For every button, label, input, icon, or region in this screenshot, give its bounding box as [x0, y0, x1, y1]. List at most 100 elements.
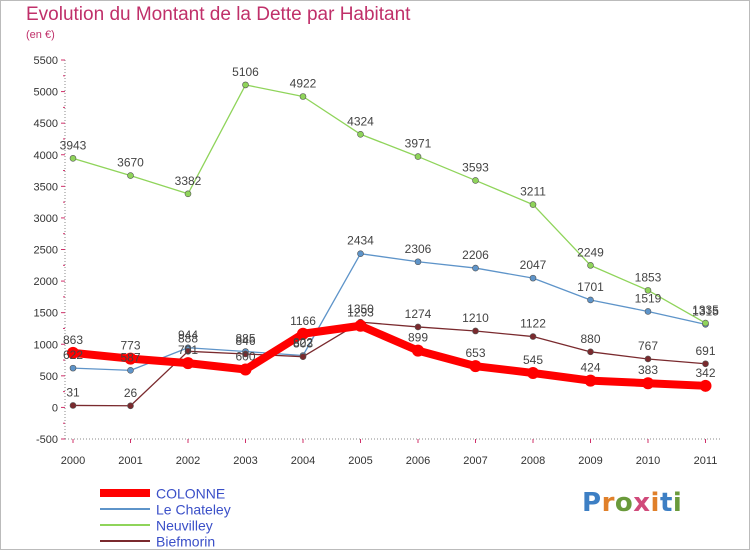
data-point	[529, 201, 537, 208]
y-tick-label: 1000	[34, 339, 58, 351]
y-tick-label: -500	[36, 434, 58, 446]
data-label: 885	[235, 332, 255, 346]
legend-item: Le Chateley	[100, 500, 231, 518]
y-tick-label: 2500	[34, 245, 58, 257]
data-label: 1166	[290, 314, 316, 328]
data-label: 1335	[692, 303, 719, 317]
data-label: 1315	[692, 304, 719, 318]
chart-legend: COLONNE Le Chateley Neuvilley Biefmorin	[100, 484, 231, 550]
legend-item: Biefmorin	[100, 532, 231, 550]
data-point	[242, 81, 249, 89]
data-point	[69, 364, 77, 372]
data-point	[702, 360, 709, 368]
series-line	[69, 321, 710, 390]
data-point	[299, 93, 307, 100]
data-label: 2206	[462, 248, 489, 262]
chart-title: Evolution du Montant de la Dette par Hab…	[26, 4, 411, 25]
x-tick-label: 2011	[694, 455, 718, 467]
data-point	[69, 155, 77, 162]
x-tick-label: 2009	[578, 455, 602, 467]
data-label: 4922	[290, 77, 317, 91]
legend-swatch	[100, 489, 150, 498]
data-label: 545	[523, 353, 543, 367]
data-label: 3670	[117, 156, 144, 170]
data-label: 773	[120, 339, 140, 353]
legend-label: Biefmorin	[156, 533, 216, 550]
data-point	[584, 374, 597, 387]
data-label: 342	[695, 366, 715, 380]
logo-letter: o	[614, 488, 634, 518]
series-line	[72, 84, 707, 324]
logo-letter: i	[650, 488, 660, 518]
data-label: 1122	[520, 317, 546, 331]
data-label: 1519	[635, 291, 662, 305]
data-point	[699, 379, 712, 392]
data-point	[472, 264, 479, 272]
data-point	[472, 327, 479, 335]
data-label: 653	[465, 346, 485, 360]
data-label: 767	[638, 339, 658, 353]
data-point	[642, 377, 654, 390]
x-tick-label: 2003	[233, 455, 257, 467]
data-point	[124, 352, 137, 365]
data-point	[354, 319, 367, 332]
y-tick-label: 3500	[34, 181, 58, 193]
data-label: 4324	[347, 114, 374, 128]
data-label: 2434	[347, 234, 374, 248]
y-tick-label: 3000	[34, 213, 58, 225]
logo-letter: i	[672, 488, 683, 518]
x-tick-label: 2002	[176, 455, 200, 467]
legend-swatch	[100, 508, 150, 511]
data-label: 2249	[577, 245, 604, 259]
data-label: 1293	[347, 306, 374, 320]
data-label-layer: 863 773 701 600 1166 1293 899 653 545 424 383 342 62…	[60, 65, 720, 400]
data-point	[297, 327, 309, 340]
legend-item: COLONNE	[100, 484, 231, 501]
data-point	[127, 367, 134, 374]
data-label: 3382	[175, 174, 202, 188]
x-tick-label: 2010	[636, 455, 660, 467]
y-tick-label: 0	[52, 402, 58, 414]
data-point	[702, 319, 709, 327]
y-tick-label: 500	[40, 371, 58, 383]
data-label: 822	[293, 335, 313, 349]
data-point	[472, 177, 479, 184]
data-point	[644, 355, 652, 363]
x-tick-label: 2001	[118, 455, 142, 467]
data-point	[414, 258, 422, 266]
data-label: 2047	[520, 258, 547, 272]
data-point	[414, 323, 422, 331]
data-point	[299, 353, 307, 360]
x-tick-label: 2006	[406, 455, 430, 467]
data-label: 383	[638, 363, 658, 377]
data-label: 3211	[520, 185, 546, 199]
data-point	[357, 250, 364, 257]
data-label: 600	[235, 350, 255, 364]
x-tick-label: 2000	[61, 455, 85, 467]
y-tick-label: 2000	[34, 276, 58, 288]
data-label: 2306	[405, 242, 432, 256]
data-label: 944	[178, 328, 198, 342]
series-neuvilley	[69, 81, 709, 327]
data-label: 5106	[232, 65, 259, 79]
data-point	[587, 348, 594, 356]
data-point	[527, 366, 539, 379]
data-point	[67, 346, 79, 359]
legend-item: Neuvilley	[100, 516, 231, 533]
proxiti-logo: Proxiti	[582, 488, 682, 518]
data-point	[414, 153, 422, 160]
data-label: 587	[120, 350, 140, 364]
data-label: 1274	[405, 307, 432, 321]
data-label: 880	[580, 332, 600, 346]
data-point	[69, 402, 77, 409]
data-label: 31	[66, 385, 80, 399]
x-tick-label: 2008	[521, 455, 545, 467]
data-label: 1210	[462, 311, 489, 325]
data-point	[182, 357, 194, 370]
data-label: 1853	[635, 270, 662, 284]
data-label: 622	[63, 348, 83, 362]
legend-label: Le Chateley	[156, 501, 231, 518]
data-point	[644, 308, 652, 315]
data-label: 701	[178, 343, 198, 357]
logo-letter: r	[601, 488, 615, 518]
